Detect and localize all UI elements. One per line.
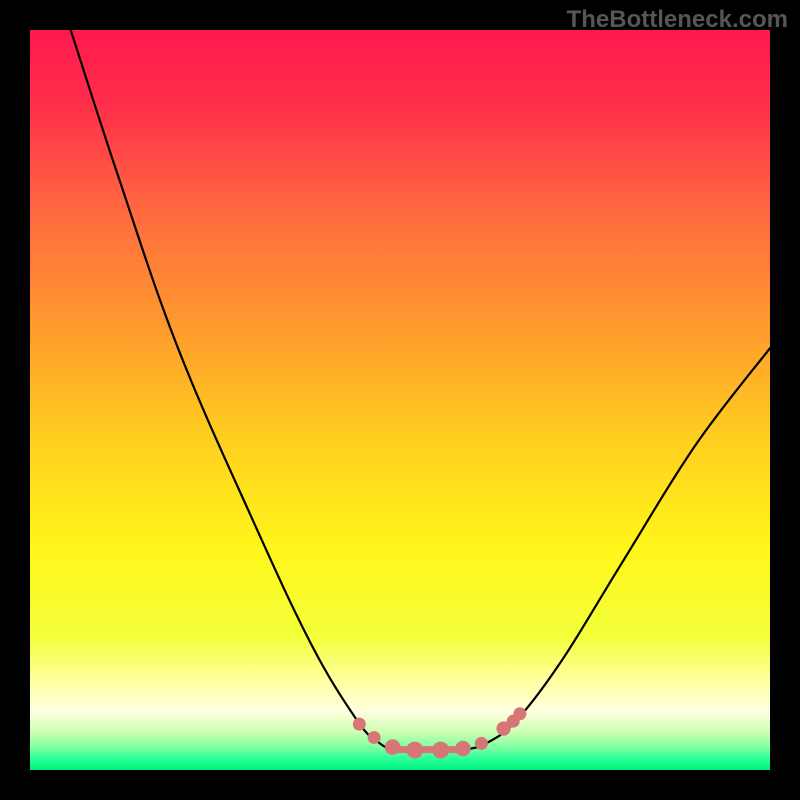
plot-area [30, 30, 770, 770]
marker-dot [513, 707, 526, 720]
marker-dot [353, 718, 366, 731]
marker-dot [432, 742, 449, 759]
marker-group [353, 707, 527, 758]
marker-dot [475, 737, 488, 750]
chart-container: TheBottleneck.com [0, 0, 800, 800]
marker-dot [385, 739, 401, 755]
bottleneck-curve [71, 30, 770, 751]
curve-layer [30, 30, 770, 770]
marker-dot [368, 731, 381, 744]
attribution-text: TheBottleneck.com [567, 6, 788, 34]
marker-dot [406, 742, 423, 759]
marker-dot [455, 741, 471, 757]
